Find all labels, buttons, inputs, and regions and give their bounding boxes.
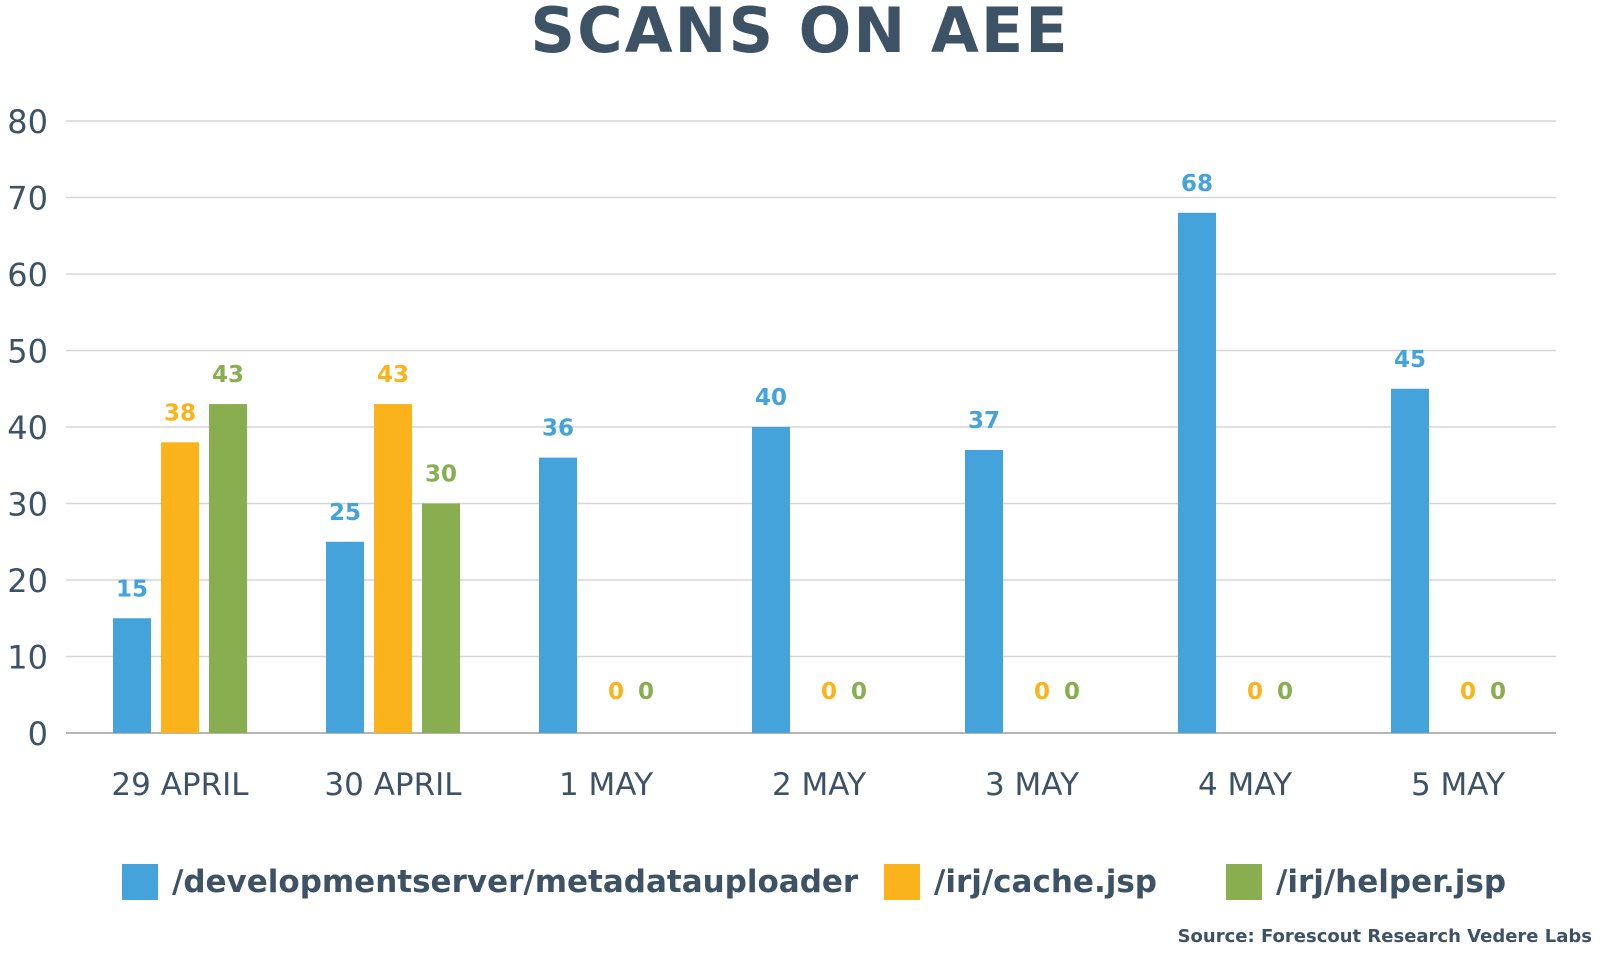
bar — [161, 442, 199, 733]
y-tick-label: 80 — [7, 103, 48, 141]
legend-label: /irj/cache.jsp — [934, 864, 1157, 900]
data-label: 37 — [968, 408, 1000, 434]
x-axis-categories: 29 APRIL 30 APRIL 1 MAY 2 MAY 3 MAY 4 MAY 5 MA… — [111, 767, 1505, 803]
bars — [113, 212, 1429, 734]
legend-swatch — [1226, 864, 1262, 900]
data-label: 0 — [608, 679, 624, 705]
bar — [539, 457, 577, 733]
source-note: Source: Forescout Research Vedere Labs — [1177, 926, 1592, 947]
data-label: 15 — [116, 576, 148, 602]
bar — [752, 427, 790, 733]
bar — [1178, 212, 1216, 734]
bar — [1391, 388, 1429, 733]
data-label: 38 — [164, 400, 196, 426]
legend-swatch — [122, 864, 158, 900]
bar — [326, 541, 364, 733]
data-label: 45 — [1394, 347, 1426, 373]
bar — [209, 404, 247, 733]
data-label: 0 — [1247, 679, 1263, 705]
y-tick-label: 70 — [7, 180, 48, 218]
chart-title: SCANS ON AEE — [530, 0, 1070, 67]
legend-item: /irj/cache.jsp — [884, 862, 1157, 902]
data-label: 0 — [1460, 679, 1476, 705]
y-tick-label: 50 — [7, 333, 48, 371]
data-label: 0 — [1064, 679, 1080, 705]
legend-swatch — [884, 864, 920, 900]
legend: /developmentserver/metadatauploader/irj/… — [0, 862, 1600, 902]
y-axis-ticks: 0 10 20 30 40 50 60 70 80 — [7, 103, 48, 753]
x-category-label: 29 APRIL — [111, 767, 249, 803]
x-category-label: 30 APRIL — [324, 767, 462, 803]
data-label: 0 — [1490, 679, 1506, 705]
data-label: 0 — [821, 679, 837, 705]
data-label: 0 — [1034, 679, 1050, 705]
y-tick-label: 0 — [28, 715, 48, 753]
bar — [374, 404, 412, 733]
y-tick-label: 60 — [7, 256, 48, 294]
data-label: 43 — [377, 362, 409, 388]
data-label: 0 — [638, 679, 654, 705]
y-tick-label: 20 — [7, 562, 48, 600]
x-category-label: 1 MAY — [559, 767, 653, 803]
data-label: 30 — [425, 462, 457, 488]
data-label: 36 — [542, 416, 574, 442]
grid-lines — [66, 120, 1556, 734]
bar — [422, 503, 460, 733]
data-label: 0 — [851, 679, 867, 705]
y-tick-label: 10 — [7, 639, 48, 677]
x-category-label: 5 MAY — [1411, 767, 1505, 803]
bar — [965, 449, 1003, 733]
y-tick-label: 40 — [7, 409, 48, 447]
data-label: 40 — [755, 385, 787, 411]
legend-item: /developmentserver/metadatauploader — [122, 862, 858, 902]
data-label: 68 — [1181, 171, 1213, 197]
legend-label: /developmentserver/metadatauploader — [172, 864, 859, 900]
data-label: 0 — [1277, 679, 1293, 705]
data-label: 43 — [212, 362, 244, 388]
y-tick-label: 30 — [7, 486, 48, 524]
legend-label: /irj/helper.jsp — [1276, 864, 1507, 900]
x-category-label: 3 MAY — [985, 767, 1079, 803]
bar — [113, 618, 151, 733]
x-category-label: 4 MAY — [1198, 767, 1292, 803]
x-category-label: 2 MAY — [772, 767, 866, 803]
legend-item: /irj/helper.jsp — [1226, 862, 1506, 902]
data-label: 25 — [329, 500, 361, 526]
